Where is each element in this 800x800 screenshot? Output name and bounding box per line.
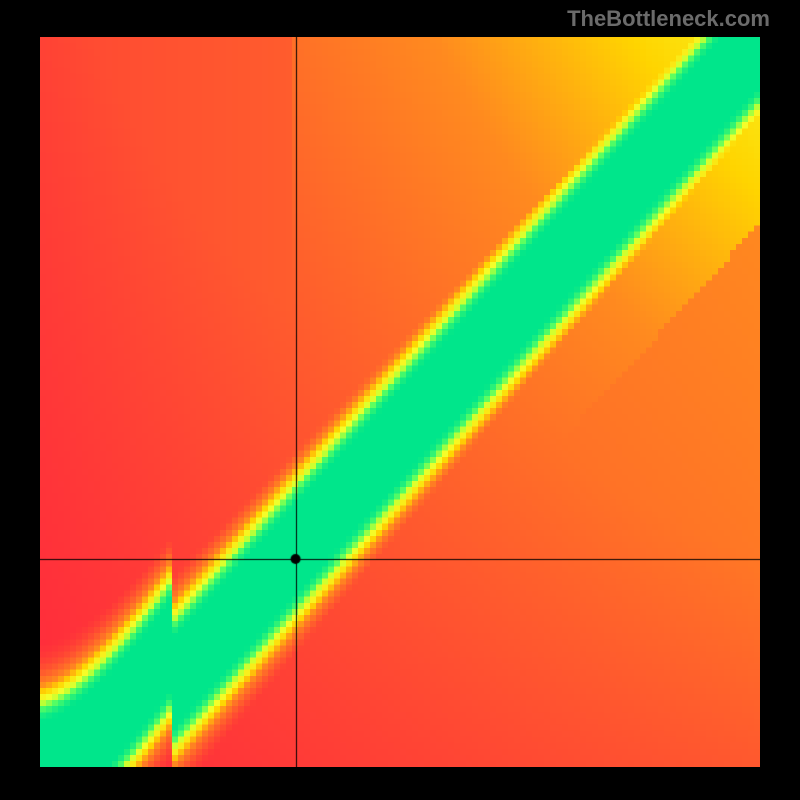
watermark-text: TheBottleneck.com bbox=[567, 6, 770, 32]
bottleneck-heatmap bbox=[40, 37, 760, 767]
chart-container: { "watermark": { "text": "TheBottleneck.… bbox=[0, 0, 800, 800]
